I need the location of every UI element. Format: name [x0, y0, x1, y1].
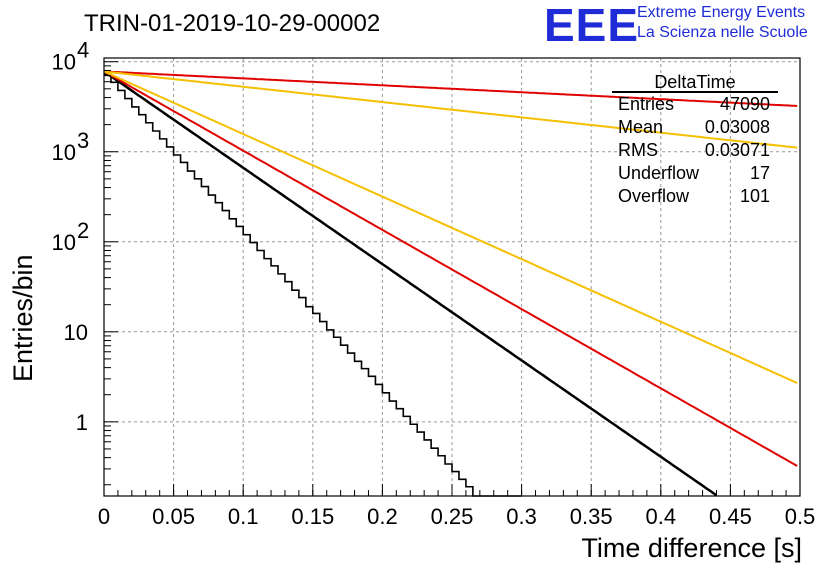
y-tick-exponent: 2 [77, 218, 89, 243]
stats-row-label: Entries [618, 94, 674, 114]
stats-row-label: RMS [618, 140, 658, 160]
stats-row-value: 0.03008 [705, 117, 770, 137]
y-tick-exponent: 4 [77, 38, 89, 63]
stats-row-value: 17 [750, 163, 770, 183]
x-tick-label: 0.1 [228, 504, 259, 529]
y-tick-label: 10 [64, 320, 88, 345]
stats-row-label: Underflow [618, 163, 700, 183]
fit-line-2 [103, 70, 798, 107]
stats-row-value: 47090 [720, 94, 770, 114]
y-tick-label: 10 [52, 50, 76, 75]
y-tick-exponent: 3 [77, 128, 89, 153]
logo-line-2: La Scienza nelle Scuole [637, 24, 808, 41]
x-axis-label: Time difference [s] [581, 533, 802, 563]
x-tick-label: 0 [98, 504, 110, 529]
fit-line-1 [103, 70, 718, 497]
histogram-bars [104, 73, 522, 497]
x-tick-label: 0.4 [646, 504, 677, 529]
x-tick-label: 0.05 [152, 504, 195, 529]
x-tick-label: 0.25 [431, 504, 474, 529]
x-tick-label: 0.45 [709, 504, 752, 529]
x-tick-label: 0.35 [570, 504, 613, 529]
logo-line-1: Extreme Energy Events [637, 4, 806, 21]
stats-row-value: 101 [740, 186, 770, 206]
x-tick-label: 0.3 [506, 504, 537, 529]
fit-line-4 [103, 70, 798, 467]
chart-title: TRIN-01-2019-10-29-00002 [84, 10, 381, 37]
fit-line-3 [103, 70, 798, 149]
x-tick-label: 0.15 [291, 504, 334, 529]
stats-row-label: Mean [618, 117, 663, 137]
y-tick-label: 1 [76, 410, 88, 435]
eee-logo: EEE [544, 0, 640, 51]
stats-row-value: 0.03071 [705, 140, 770, 160]
y-tick-label: 10 [52, 230, 76, 255]
stats-box-name: DeltaTime [654, 72, 735, 92]
x-tick-label: 0.5 [785, 504, 816, 529]
x-tick-label: 0.2 [367, 504, 398, 529]
stats-row-label: Overflow [618, 186, 690, 206]
fit-line-5 [103, 70, 798, 384]
y-tick-label: 10 [52, 140, 76, 165]
